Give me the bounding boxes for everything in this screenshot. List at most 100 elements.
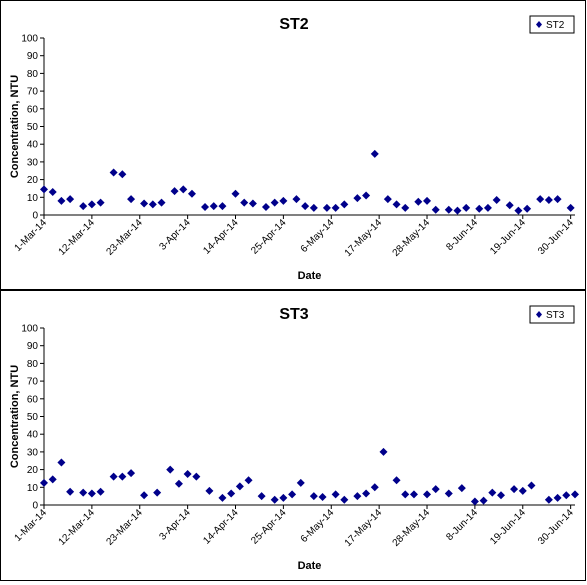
data-point <box>353 492 362 501</box>
data-point <box>270 495 279 504</box>
data-point <box>87 489 96 498</box>
data-point <box>227 489 236 498</box>
data-point <box>544 195 553 204</box>
data-point <box>401 490 410 499</box>
chart-st2: ST2 0 10 20 30 40 50 60 70 80 90 100 1-Mar-14 12-Mar-… <box>9 15 576 282</box>
data-point <box>370 483 379 492</box>
data-point <box>527 481 536 490</box>
y-tick-label: 0 <box>32 211 38 222</box>
data-point <box>514 206 523 215</box>
data-point <box>209 202 218 211</box>
legend: ST3 <box>529 305 575 324</box>
data-point <box>457 484 466 493</box>
chart-panel-st3: ST3 0 10 20 30 40 50 60 70 80 90 100 1-Mar-14 12-Mar-… <box>0 290 586 581</box>
x-tick-label: 25-Apr-14 <box>249 217 289 257</box>
x-tick-label: 25-Apr-14 <box>249 507 289 547</box>
data-point <box>475 204 484 213</box>
data-point <box>231 189 240 198</box>
y-axis-label: Concentration, NTU <box>9 75 21 178</box>
x-tick-label: 28-May-14 <box>391 217 433 259</box>
data-point <box>309 203 318 212</box>
data-point <box>66 195 75 204</box>
data-point <box>383 195 392 204</box>
data-point <box>140 199 149 208</box>
data-point <box>353 194 362 203</box>
x-axis-label: Date <box>298 270 322 282</box>
y-tick-label: 70 <box>27 87 39 98</box>
y-tick-label: 30 <box>27 447 39 458</box>
data-point <box>392 476 401 485</box>
data-point <box>201 203 210 212</box>
data-point <box>140 491 149 500</box>
data-point <box>240 198 249 207</box>
y-tick-label: 100 <box>21 34 38 45</box>
data-point <box>301 202 310 211</box>
data-point <box>118 472 127 481</box>
data-point <box>423 196 432 205</box>
legend-label: ST2 <box>546 20 565 31</box>
data-point <box>553 493 562 502</box>
data-point <box>544 495 553 504</box>
data-point <box>279 493 288 502</box>
x-tick-label: 12-Mar-14 <box>57 507 98 548</box>
legend-box <box>529 305 575 324</box>
data-point <box>170 187 179 196</box>
data-point <box>392 200 401 209</box>
y-tick-label: 50 <box>27 122 39 133</box>
data-point <box>48 475 57 484</box>
data-point <box>153 488 162 497</box>
data-point <box>331 490 340 499</box>
y-tick-label: 50 <box>27 412 39 423</box>
data-point <box>87 200 96 209</box>
data-point <box>322 203 331 212</box>
y-tick-label: 70 <box>27 377 39 388</box>
data-point <box>270 198 279 207</box>
data-point <box>40 478 48 487</box>
x-tick-label: 14-Apr-14 <box>201 507 241 547</box>
data-point <box>79 488 88 497</box>
data-point <box>453 206 462 215</box>
x-tick-label: 6-May-14 <box>299 217 337 255</box>
chart-panel-st2: ST2 0 10 20 30 40 50 60 70 80 90 100 1-Mar-14 12-Mar-… <box>0 0 586 290</box>
x-tick-label: 30-Jun-14 <box>536 217 576 257</box>
data-point <box>414 197 423 206</box>
data-point <box>370 149 379 158</box>
data-point <box>296 478 305 487</box>
data-point <box>192 472 201 481</box>
y-tick-label: 30 <box>27 157 39 168</box>
x-tick-label: 17-May-14 <box>343 217 385 259</box>
data-point <box>279 196 288 205</box>
data-point <box>248 199 257 208</box>
data-point <box>462 203 471 212</box>
data-point <box>218 493 227 502</box>
x-tick-label: 14-Apr-14 <box>201 217 241 257</box>
y-tick-label: 20 <box>27 175 39 186</box>
data-point <box>444 205 453 214</box>
data-point <box>218 202 227 211</box>
data-point <box>479 496 488 505</box>
y-tick-label: 80 <box>27 359 39 370</box>
data-point <box>79 202 88 211</box>
data-point <box>553 195 562 204</box>
y-tick-label: 40 <box>27 430 39 441</box>
data-point <box>179 185 188 194</box>
x-tick-label: 28-May-14 <box>391 507 433 549</box>
data-point <box>148 200 157 209</box>
data-point <box>401 203 410 212</box>
y-tick-label: 80 <box>27 69 39 80</box>
y-tick-label: 90 <box>27 51 39 62</box>
y-tick-label: 90 <box>27 341 39 352</box>
chart-st3: ST3 0 10 20 30 40 50 60 70 80 90 100 1-Mar-14 12-Mar-… <box>9 305 579 572</box>
data-point <box>292 195 301 204</box>
data-point <box>309 492 318 501</box>
legend-box <box>529 15 575 34</box>
x-axis-label: Date <box>298 560 322 572</box>
chart-title: ST3 <box>279 306 308 323</box>
x-tick-label: 6-May-14 <box>299 507 337 545</box>
data-point <box>109 168 118 177</box>
data-point <box>109 472 118 481</box>
data-point <box>157 198 166 207</box>
data-point <box>492 195 501 204</box>
data-point <box>96 487 105 496</box>
x-tick-label: 19-Jun-14 <box>488 507 528 547</box>
